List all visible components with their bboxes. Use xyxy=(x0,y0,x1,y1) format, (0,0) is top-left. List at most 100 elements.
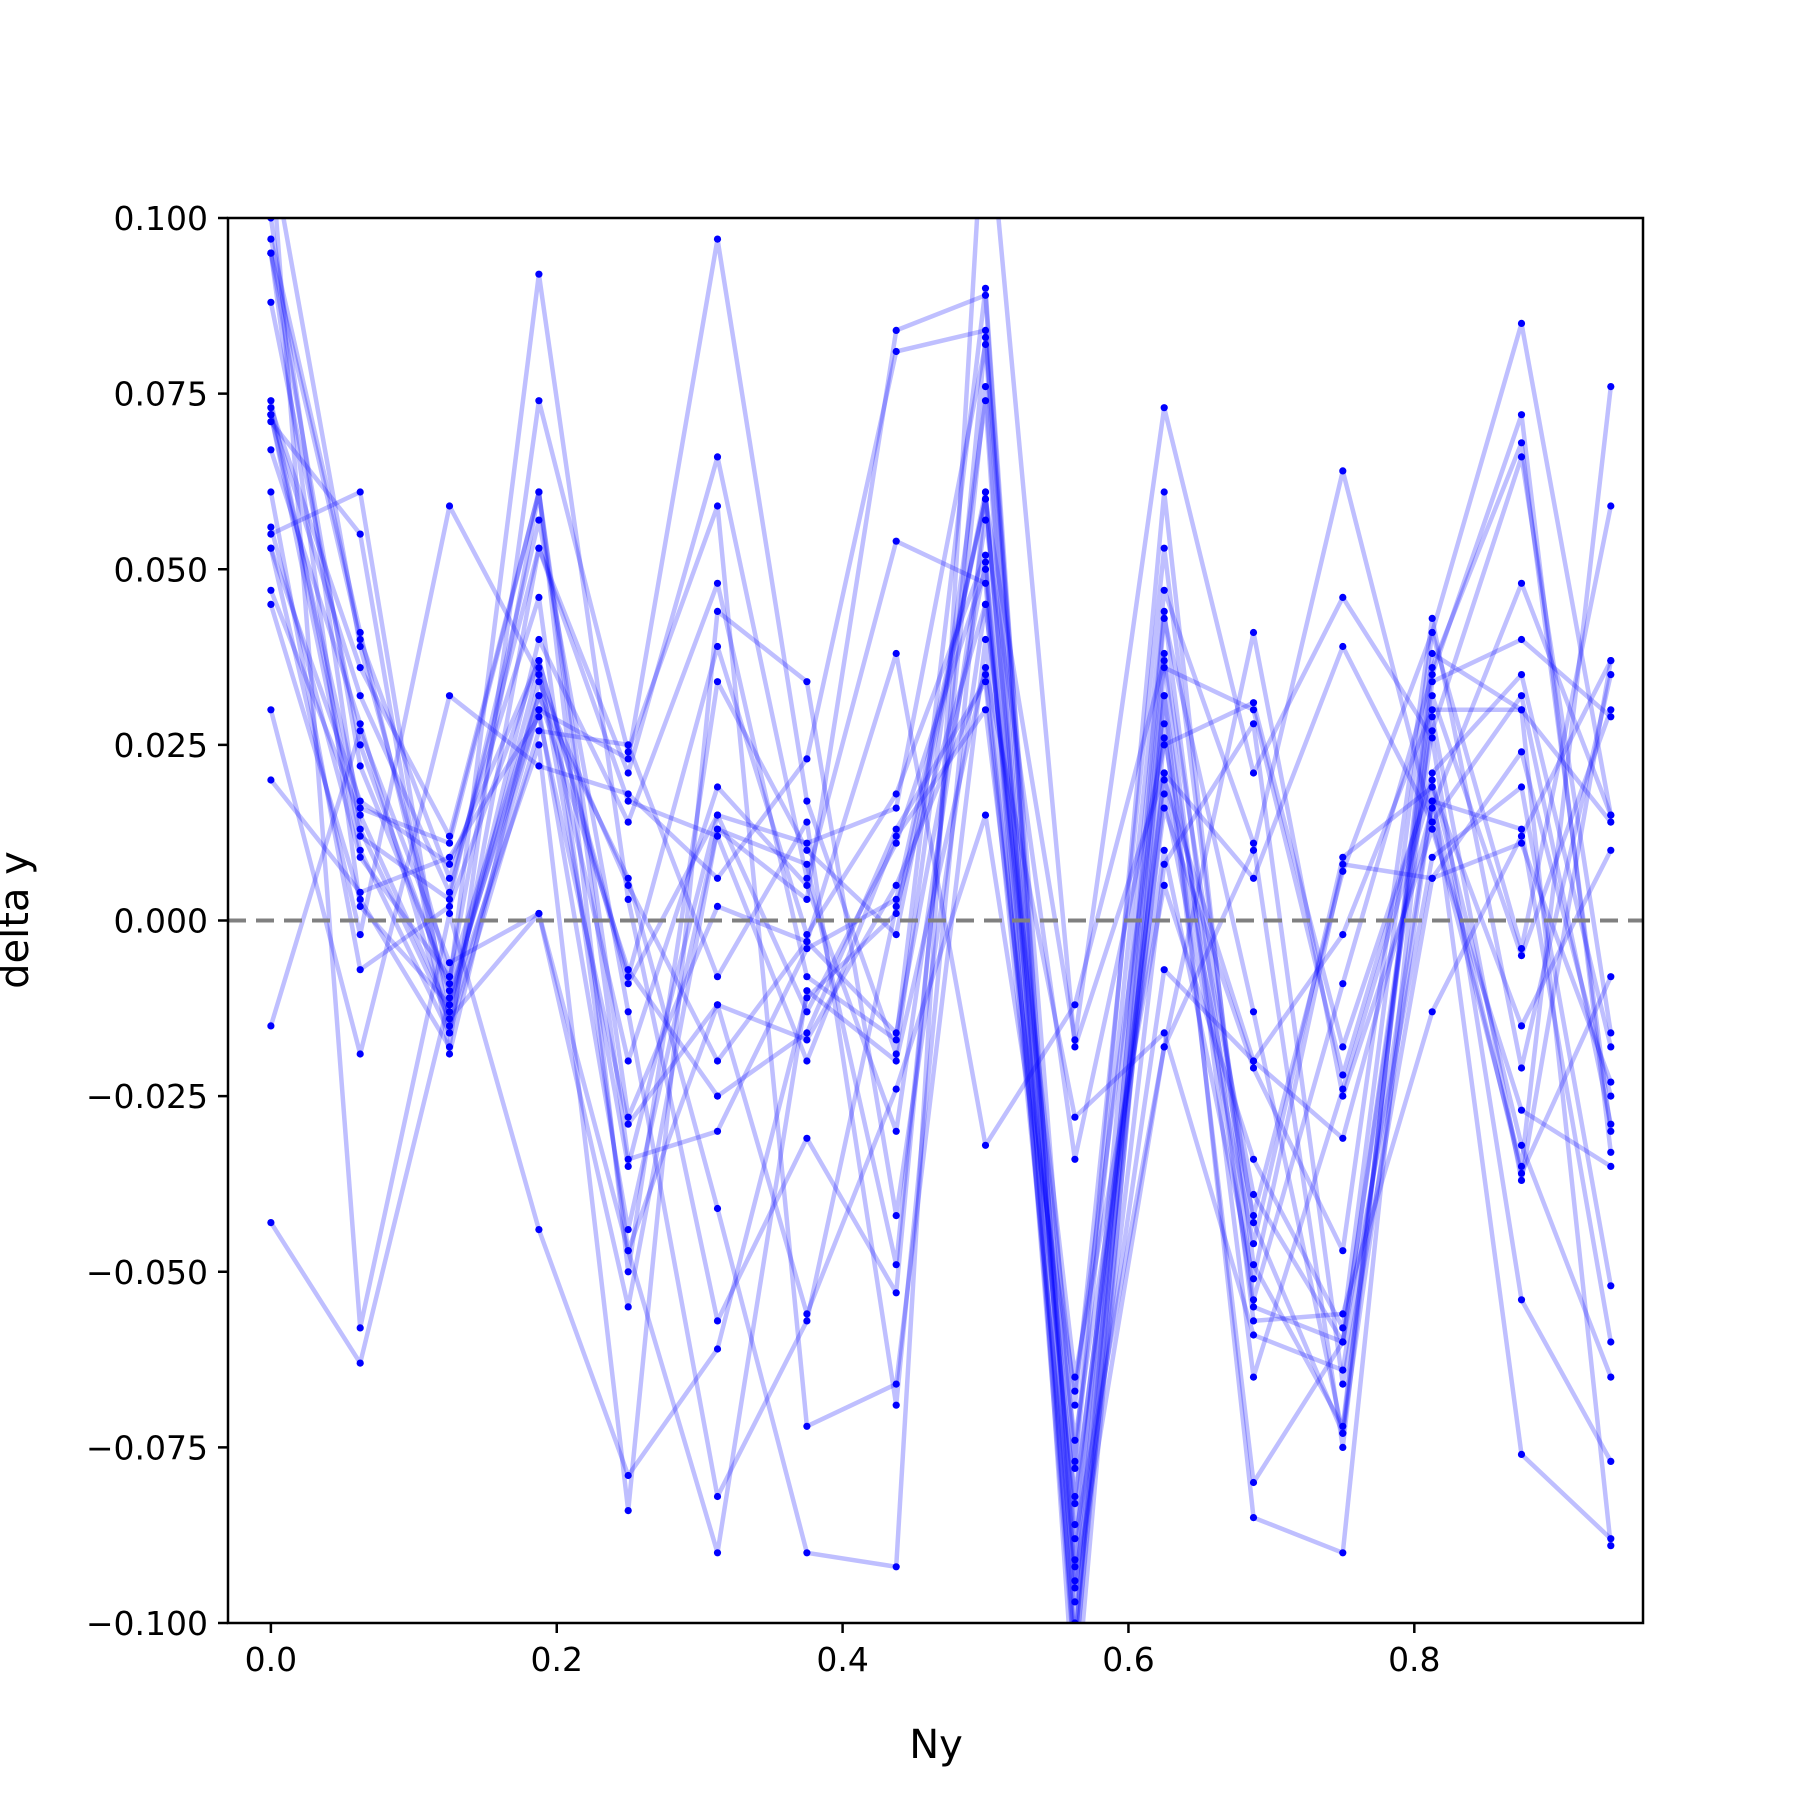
series-line xyxy=(269,679,1613,1570)
data-point xyxy=(1160,790,1168,798)
data-point xyxy=(1607,1092,1615,1100)
series-layer xyxy=(267,218,1615,1623)
data-point xyxy=(981,678,990,686)
data-point xyxy=(892,902,900,911)
data-point xyxy=(535,657,543,665)
series-21 xyxy=(267,218,1615,1557)
data-point xyxy=(624,1120,632,1128)
data-point xyxy=(445,692,454,700)
data-point xyxy=(1071,1464,1079,1472)
series-26 xyxy=(267,411,1615,1508)
data-point xyxy=(1517,1176,1526,1184)
data-point xyxy=(624,755,632,763)
data-point xyxy=(1249,1219,1258,1227)
data-point xyxy=(445,502,454,510)
y-tick-label: −0.075 xyxy=(86,1428,208,1467)
series-line xyxy=(268,400,1613,1499)
data-point xyxy=(356,888,364,897)
data-point xyxy=(713,235,722,243)
series-12 xyxy=(267,249,1615,1465)
y-tick-label: 0.075 xyxy=(114,375,208,414)
data-point xyxy=(267,706,275,714)
data-point xyxy=(892,1036,900,1044)
data-point xyxy=(356,642,364,651)
data-point xyxy=(267,1022,275,1030)
data-point xyxy=(1160,544,1168,552)
data-point xyxy=(803,846,811,854)
data-point xyxy=(535,1226,543,1234)
data-point xyxy=(267,488,275,496)
data-point xyxy=(1071,1036,1079,1044)
data-point xyxy=(713,832,722,840)
x-axis-title: Ny xyxy=(909,1722,963,1768)
data-point xyxy=(713,1492,722,1501)
series-line xyxy=(269,420,1613,1541)
data-point xyxy=(803,678,811,686)
data-point xyxy=(445,902,454,911)
data-point xyxy=(1428,678,1436,686)
data-point xyxy=(892,804,900,812)
data-point xyxy=(1249,1212,1258,1220)
data-point xyxy=(1607,811,1615,819)
data-point xyxy=(267,418,275,426)
data-point xyxy=(1428,692,1436,700)
data-point xyxy=(1071,1001,1079,1009)
data-point xyxy=(1339,1443,1347,1451)
data-point xyxy=(1339,1085,1347,1093)
data-point xyxy=(981,664,990,672)
data-point xyxy=(1071,1043,1079,1051)
data-point xyxy=(1607,1162,1615,1170)
data-point xyxy=(1428,706,1436,714)
data-point xyxy=(535,270,543,278)
series-line xyxy=(268,236,1614,1623)
data-point xyxy=(892,832,900,840)
data-point xyxy=(1607,1120,1615,1128)
data-point xyxy=(445,860,454,868)
data-point xyxy=(1517,319,1526,327)
data-point xyxy=(1517,748,1526,756)
series-line xyxy=(273,218,1613,1478)
data-point xyxy=(624,973,632,981)
data-point xyxy=(535,397,543,405)
data-point xyxy=(1339,1380,1347,1388)
data-point xyxy=(803,1008,811,1016)
data-point xyxy=(1160,804,1168,812)
data-point xyxy=(1160,614,1168,623)
data-point xyxy=(1607,1029,1615,1037)
data-point xyxy=(445,1043,454,1051)
data-point xyxy=(1249,1155,1258,1163)
data-point xyxy=(713,1317,722,1325)
data-point xyxy=(981,495,990,503)
data-point xyxy=(1071,1556,1079,1564)
data-point xyxy=(1160,846,1168,854)
data-point xyxy=(1249,720,1258,728)
data-point xyxy=(624,1008,632,1016)
data-point xyxy=(981,558,990,566)
data-point xyxy=(535,488,543,496)
data-point xyxy=(445,973,454,981)
y-tick-label: 0.050 xyxy=(114,550,208,589)
data-point xyxy=(535,692,543,700)
data-point xyxy=(267,404,275,412)
data-point xyxy=(1071,1155,1079,1163)
y-tick-label: −0.050 xyxy=(86,1253,208,1292)
data-point xyxy=(1607,1457,1615,1465)
data-point xyxy=(356,1050,364,1058)
data-point xyxy=(1249,1190,1258,1199)
data-point xyxy=(803,1036,811,1044)
data-point xyxy=(624,1471,632,1480)
data-point xyxy=(624,980,632,988)
series-line xyxy=(268,491,1614,1623)
data-point xyxy=(981,383,990,391)
data-point xyxy=(981,635,990,644)
data-point xyxy=(1249,839,1258,847)
data-point xyxy=(356,741,364,749)
data-point xyxy=(1339,1071,1347,1079)
data-point xyxy=(1160,734,1168,742)
data-point xyxy=(1607,1282,1615,1290)
series-line xyxy=(268,414,1613,1623)
data-point xyxy=(1071,1584,1079,1592)
data-point xyxy=(1339,931,1347,939)
data-point xyxy=(1428,874,1436,882)
data-point xyxy=(1607,383,1615,391)
